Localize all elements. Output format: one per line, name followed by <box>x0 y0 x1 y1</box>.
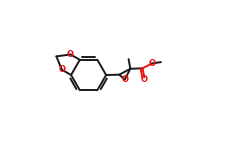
Text: O: O <box>148 59 155 68</box>
Text: O: O <box>121 75 128 84</box>
Text: O: O <box>67 50 74 59</box>
Text: O: O <box>58 65 65 74</box>
Text: O: O <box>141 75 148 84</box>
